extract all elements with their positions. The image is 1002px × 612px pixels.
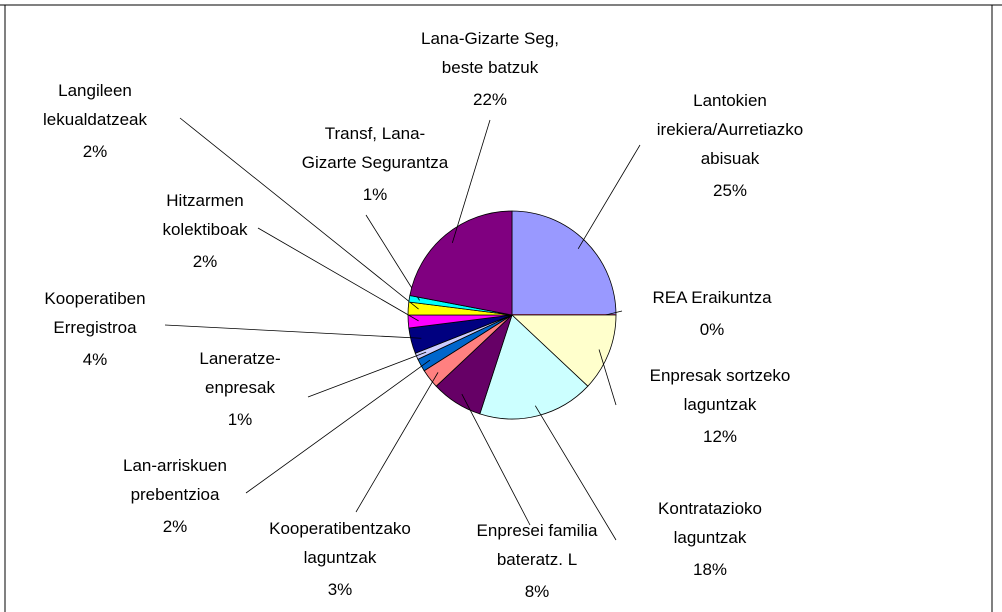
- slice-label: Transf, Lana- Gizarte Segurantza: [301, 124, 449, 172]
- slice-value-label: 2%: [192, 252, 218, 271]
- slice-value-label: 1%: [362, 185, 388, 204]
- leader-line: [534, 405, 617, 541]
- slice-label: Hitzarmen kolektiboak: [162, 191, 248, 239]
- slice-value-label: 18%: [692, 560, 728, 579]
- leader-line: [164, 324, 422, 339]
- slice-value-label: 2%: [162, 517, 188, 536]
- pie-slice: [510, 314, 617, 387]
- slice-value-label: 22%: [472, 90, 508, 109]
- slice-label: Lana-Gizarte Seg, beste batzuk: [421, 29, 559, 77]
- slice-label: Lantokien irekiera/Aurretiazko abisuak: [656, 91, 804, 168]
- leader-line: [257, 227, 419, 322]
- leader-line: [179, 117, 419, 310]
- slice-value-label: 0%: [699, 320, 725, 339]
- slice-value-label: 8%: [524, 582, 550, 601]
- leader-line: [451, 119, 491, 243]
- slice-value-label: 3%: [327, 580, 353, 599]
- slice-label: REA Eraikuntza: [652, 288, 772, 307]
- slice-label: Enpresak sortzeko laguntzak: [649, 366, 791, 414]
- slice-value-label: 1%: [227, 410, 253, 429]
- leader-line: [245, 359, 431, 494]
- leader-line: [598, 349, 617, 406]
- leader-line: [365, 214, 420, 301]
- slice-label: Lan-arriskuen prebentzioa: [123, 456, 227, 504]
- pie-slice: [409, 210, 513, 316]
- slice-label: Kooperatiben Erregistroa: [44, 289, 146, 337]
- leader-line: [577, 144, 641, 250]
- slice-label: Kontratazioko laguntzak: [658, 499, 762, 547]
- leader-line: [355, 372, 439, 513]
- slice-label: Enpresei familia bateratz. L: [476, 521, 598, 569]
- slice-value-label: 25%: [712, 181, 748, 200]
- slice-value-label: 4%: [82, 350, 108, 369]
- pie-slice: [479, 314, 589, 420]
- leader-line: [307, 351, 427, 398]
- leader-line: [461, 393, 531, 526]
- slice-value-label: 12%: [702, 427, 738, 446]
- pie-slice: [511, 210, 617, 316]
- slice-label: Langileen lekualdatzeak: [43, 81, 147, 129]
- leader-line: [605, 310, 623, 316]
- slice-label: Kooperatibentzako laguntzak: [269, 519, 411, 567]
- slice-label: Laneratze- enpresak: [199, 349, 281, 397]
- slice-value-label: 2%: [82, 142, 108, 161]
